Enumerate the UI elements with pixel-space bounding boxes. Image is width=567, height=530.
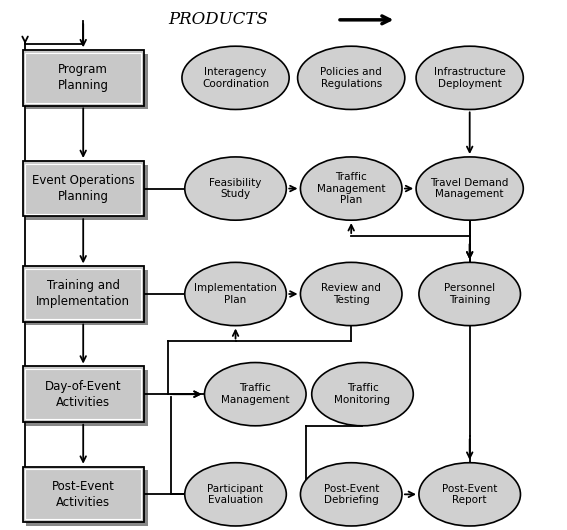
Ellipse shape [182,46,289,110]
Text: Post-Event
Activities: Post-Event Activities [52,480,115,509]
Ellipse shape [301,157,402,220]
Ellipse shape [298,46,405,110]
Ellipse shape [185,262,286,325]
Bar [27,54,148,109]
Ellipse shape [419,463,521,526]
Ellipse shape [205,363,306,426]
Text: Feasibility
Study: Feasibility Study [209,178,262,199]
Text: Implementation
Plan: Implementation Plan [194,283,277,305]
Text: PRODUCTS: PRODUCTS [168,11,268,28]
Ellipse shape [301,463,402,526]
Ellipse shape [185,463,286,526]
Text: Post-Event
Report: Post-Event Report [442,483,497,505]
Bar [23,266,144,322]
Bar [26,53,141,103]
Bar [27,370,148,426]
Bar [23,161,144,216]
Bar [23,466,144,522]
Text: Training and
Implementation: Training and Implementation [36,279,130,308]
Text: Interagency
Coordination: Interagency Coordination [202,67,269,89]
Ellipse shape [301,262,402,325]
Text: Traffic
Monitoring: Traffic Monitoring [335,383,391,405]
Bar [26,269,141,319]
Ellipse shape [312,363,413,426]
Bar [27,164,148,220]
Text: Infrastructure
Deployment: Infrastructure Deployment [434,67,506,89]
Bar [23,366,144,422]
Text: Review and
Testing: Review and Testing [321,283,381,305]
Bar [26,369,141,419]
Text: Traffic
Management: Traffic Management [221,383,290,405]
Bar [27,470,148,526]
Bar [27,270,148,325]
Text: Program
Planning: Program Planning [58,64,109,92]
Text: Post-Event
Debriefing: Post-Event Debriefing [324,483,379,505]
Bar [26,164,141,214]
Ellipse shape [419,262,521,325]
Text: Policies and
Regulations: Policies and Regulations [320,67,382,89]
Text: Participant
Evaluation: Participant Evaluation [208,483,264,505]
Text: Travel Demand
Management: Travel Demand Management [430,178,509,199]
Ellipse shape [185,157,286,220]
Bar [23,50,144,105]
Ellipse shape [416,46,523,110]
Ellipse shape [416,157,523,220]
Bar [26,469,141,519]
Text: Traffic
Management
Plan: Traffic Management Plan [317,172,386,205]
Text: Personnel
Training: Personnel Training [444,283,495,305]
Text: Event Operations
Planning: Event Operations Planning [32,174,134,203]
Text: Day-of-Event
Activities: Day-of-Event Activities [45,379,121,409]
